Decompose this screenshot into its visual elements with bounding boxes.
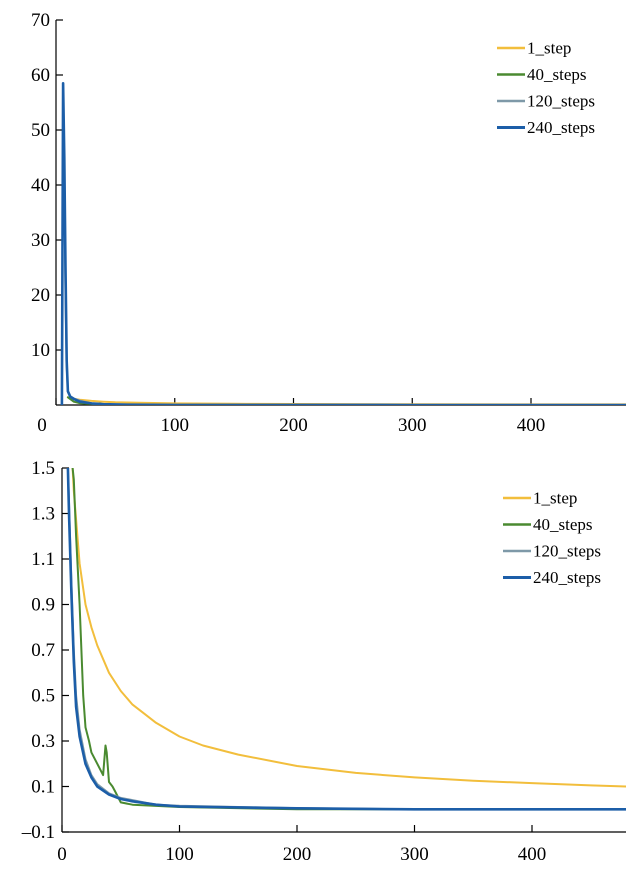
x-tick-label: 200: [283, 844, 312, 865]
series-line-240-steps: [60, 82, 626, 405]
y-tick-label: 0.9: [31, 595, 55, 616]
y-tick-label: 50: [31, 120, 50, 141]
y-tick-label: 60: [31, 65, 50, 86]
series-lines: [66, 468, 626, 811]
legend-label: 120_steps: [527, 92, 595, 111]
y-tick-label: 0.3: [31, 731, 55, 752]
series-line-1-step: [71, 468, 626, 788]
series-line-120-steps: [62, 85, 105, 405]
y-tick-label: 1.5: [31, 458, 55, 479]
x-tick-label: 0: [37, 415, 47, 436]
legend-label: 240_steps: [533, 568, 601, 587]
legend-label: 240_steps: [527, 118, 595, 137]
x-tick-label: 100: [165, 844, 194, 865]
y-tick-label: 20: [31, 285, 50, 306]
y-tick-label: 0.1: [31, 777, 55, 798]
x-tick-label: 400: [517, 415, 546, 436]
y-tick-label: 30: [31, 230, 50, 251]
x-tick-label: 300: [398, 415, 427, 436]
series-lines: [60, 82, 626, 405]
y-tick-label: 1.3: [31, 504, 55, 525]
series-line-240-steps: [66, 468, 626, 811]
legend-label: 40_steps: [527, 65, 587, 84]
legend: 1_step 40_steps 120_steps 240_steps: [503, 489, 601, 587]
legend-label: 40_steps: [533, 515, 593, 534]
x-tick-label: 300: [400, 844, 429, 865]
x-tick-label: 100: [161, 415, 190, 436]
legend-label: 120_steps: [533, 542, 601, 561]
x-tick-label: 200: [279, 415, 308, 436]
legend-label: 1_step: [527, 39, 571, 58]
y-tick-label: 0.5: [31, 686, 55, 707]
y-tick-label: 0.7: [31, 640, 55, 661]
y-tick-label: 1.1: [31, 549, 55, 570]
y-tick-label: 40: [31, 175, 50, 196]
legend-label: 1_step: [533, 489, 577, 508]
chart-panel-top: 10 20 30 40 50 60 70 0 100 200 300 400 1_step 40_step…: [31, 10, 626, 436]
series-line-1-step: [66, 396, 626, 405]
legend: 1_step 40_steps 120_steps 240_steps: [497, 39, 595, 137]
y-tick-label: 10: [31, 340, 50, 361]
chart-panel-bottom: –0.1 0.1 0.3 0.5 0.7 0.9 1.1 1.3 1.5 0 100 200 300 40…: [21, 458, 626, 865]
y-tick-label: –0.1: [21, 822, 55, 843]
x-tick-label: 400: [518, 844, 547, 865]
y-tick-label: 70: [31, 10, 50, 31]
x-tick-label: 0: [57, 844, 67, 865]
